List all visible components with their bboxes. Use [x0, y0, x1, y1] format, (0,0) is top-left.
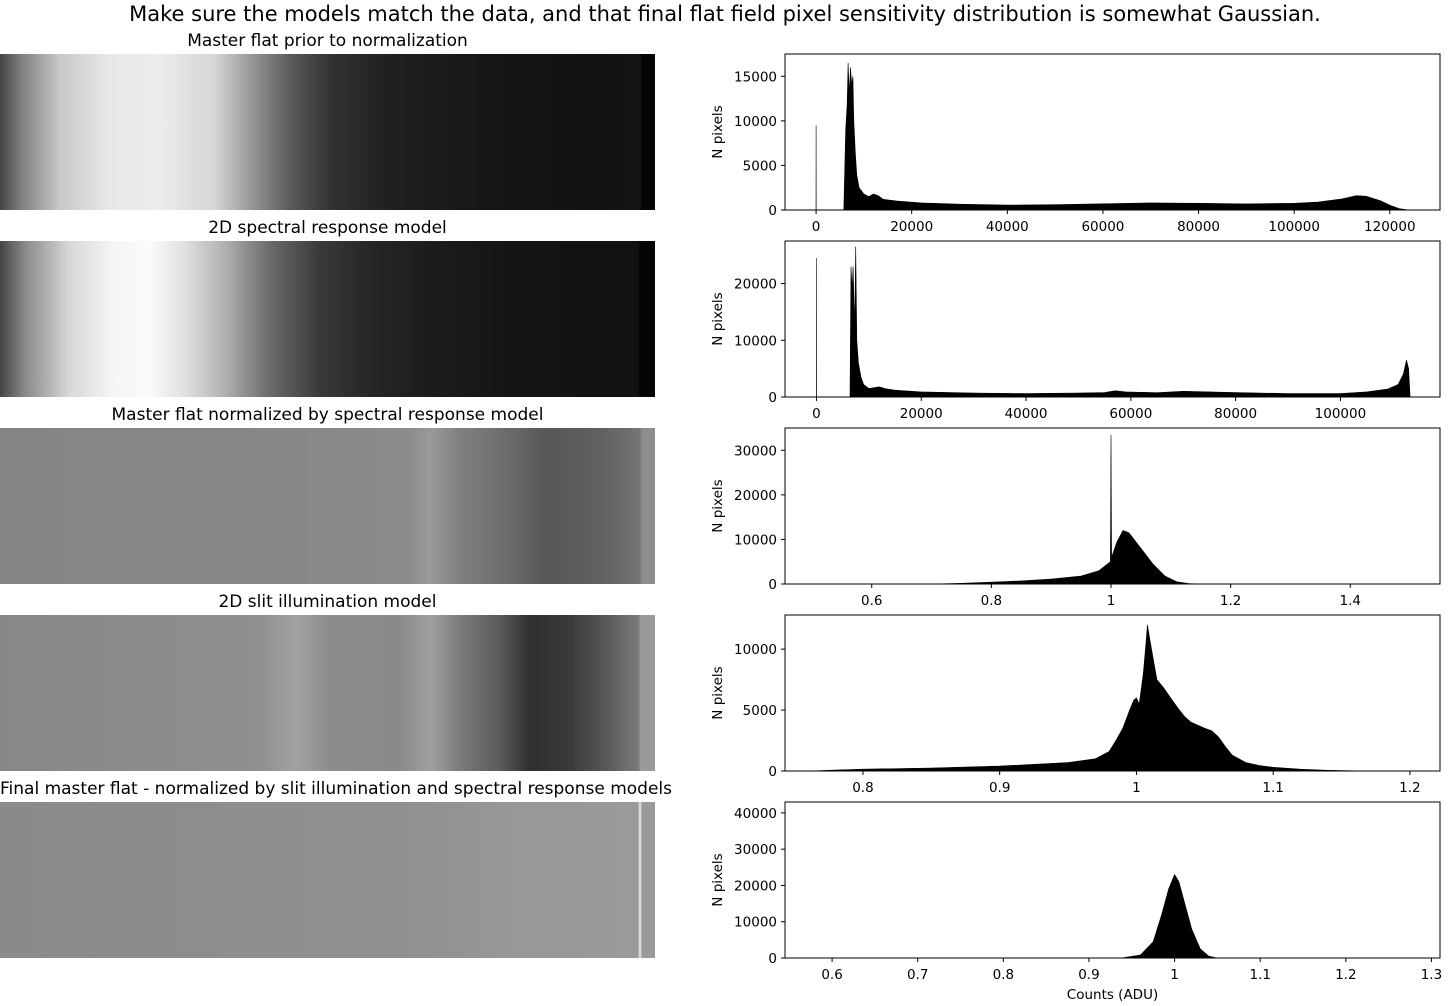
y-tick-label: 5000 — [743, 158, 777, 174]
x-tick-label: 0.8 — [981, 593, 1002, 609]
y-tick-label: 10000 — [734, 642, 777, 658]
y-tick-label: 30000 — [734, 443, 777, 459]
y-tick-label: 10000 — [734, 333, 777, 349]
image-title-2: 2D spectral response model — [208, 218, 447, 238]
y-tick-label: 10000 — [734, 114, 777, 130]
x-tick-label: 0.6 — [861, 593, 882, 609]
image-title-1: Master flat prior to normalization — [187, 31, 468, 51]
x-tick-label: 20000 — [890, 219, 933, 235]
histogram-1: 0 20000 40000 60000 80000 100000 120000 0 5000 10… — [710, 53, 1441, 235]
x-tick-label: 1 — [1107, 593, 1116, 609]
x-tick-label: 40000 — [986, 219, 1029, 235]
x-tick-label: 100000 — [1315, 406, 1367, 422]
histogram-3: 0.6 0.8 1 1.2 1.4 0 10000 20000 30000 N pixels — [710, 427, 1441, 609]
y-axis-label: N pixels — [710, 292, 726, 345]
histogram-4: 0.8 0.9 1 1.1 1.2 0 5000 10000 N pixels — [710, 614, 1441, 796]
y-axis-label: N pixels — [710, 479, 726, 532]
image-title-4: 2D slit illumination model — [218, 592, 437, 612]
y-tick-label: 30000 — [734, 842, 777, 858]
y-tick-label: 40000 — [734, 806, 777, 822]
axes-frame — [784, 240, 1441, 398]
x-tick-label: 0.6 — [821, 967, 842, 983]
y-tick-label: 10000 — [734, 532, 777, 548]
histogram-2: 0 20000 40000 60000 80000 100000 0 10000 20000 N … — [710, 240, 1441, 422]
histogram-bars — [785, 624, 1440, 772]
image-title-3: Master flat normalized by spectral respo… — [111, 405, 544, 425]
histogram-bars — [812, 246, 1440, 398]
x-tick-label: 40000 — [1005, 406, 1048, 422]
image-spectral-response-model — [0, 241, 655, 397]
x-tick-label: 1 — [1170, 967, 1179, 983]
x-tick-label: 1.2 — [1335, 967, 1356, 983]
y-axis-label: N pixels — [710, 105, 726, 158]
y-tick-label: 0 — [768, 390, 777, 406]
image-slit-illumination-model — [0, 615, 655, 771]
x-tick-label: 60000 — [1109, 406, 1152, 422]
x-tick-label: 1.2 — [1399, 780, 1420, 796]
y-tick-label: 0 — [768, 764, 777, 780]
x-axis-label: Counts (ADU) — [1067, 987, 1158, 1003]
x-tick-label: 1.4 — [1340, 593, 1361, 609]
y-tick-label: 0 — [768, 203, 777, 219]
y-axis-label: N pixels — [710, 853, 726, 906]
y-tick-label: 20000 — [734, 488, 777, 504]
y-axis-label: N pixels — [710, 666, 726, 719]
x-tick-label: 0 — [812, 406, 821, 422]
x-tick-label: 0.9 — [1078, 967, 1099, 983]
y-tick-label: 0 — [768, 951, 777, 967]
x-tick-label: 120000 — [1364, 219, 1416, 235]
axes-frame — [784, 801, 1441, 959]
y-tick-label: 20000 — [734, 277, 777, 293]
axes-frame — [784, 614, 1441, 772]
image-final-master-flat — [0, 802, 655, 958]
x-tick-label: 1.3 — [1421, 967, 1442, 983]
x-tick-label: 1.1 — [1262, 780, 1283, 796]
x-tick-label: 100000 — [1268, 219, 1320, 235]
x-tick-label: 20000 — [900, 406, 943, 422]
x-tick-label: 80000 — [1214, 406, 1257, 422]
y-tick-label: 5000 — [743, 703, 777, 719]
image-normalized-by-spectral-model — [0, 428, 655, 584]
histogram-5: 0.6 0.7 0.8 0.9 1 1.1 1.2 1.3 0 10000 20000 30000 40… — [710, 801, 1442, 1003]
x-tick-label: 0.8 — [993, 967, 1014, 983]
x-tick-label: 0.9 — [989, 780, 1010, 796]
image-title-5: Final master flat - normalized by slit i… — [0, 779, 672, 799]
suptitle: Make sure the models match the data, and… — [129, 2, 1321, 26]
x-tick-label: 0.8 — [852, 780, 873, 796]
x-tick-label: 1.2 — [1220, 593, 1241, 609]
histogram-bars — [812, 62, 1440, 211]
x-tick-label: 1.1 — [1249, 967, 1270, 983]
y-tick-label: 20000 — [734, 878, 777, 894]
x-tick-label: 1 — [1132, 780, 1141, 796]
y-tick-label: 0 — [768, 577, 777, 593]
image-master-flat-raw — [0, 54, 655, 210]
x-tick-label: 0 — [812, 219, 821, 235]
y-tick-label: 10000 — [734, 915, 777, 931]
axes-frame — [784, 53, 1441, 211]
x-tick-label: 80000 — [1177, 219, 1220, 235]
histogram-bars — [785, 434, 1440, 585]
y-tick-label: 15000 — [734, 69, 777, 85]
x-tick-label: 60000 — [1081, 219, 1124, 235]
histogram-bars — [785, 873, 1440, 959]
x-tick-label: 0.7 — [907, 967, 928, 983]
axes-frame — [784, 427, 1441, 585]
